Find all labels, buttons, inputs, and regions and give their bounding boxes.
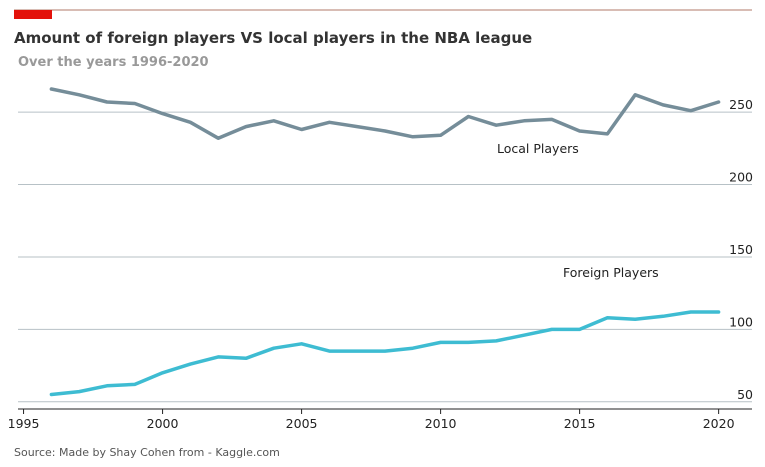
series-lines [49,87,721,397]
series-line-foreign [49,310,721,397]
series-line-local [49,87,721,140]
series-label-foreign: Foreign Players [563,265,659,280]
x-tick-label-1995: 1995 [8,416,40,431]
accent-tag [14,10,52,19]
x-tick-label-2020: 2020 [703,416,735,431]
y-tick-label-50: 50 [737,387,753,402]
y-tick-label-150: 150 [729,242,753,257]
source-note: Source: Made by Shay Cohen from - Kaggle… [14,446,280,459]
gridlines [18,111,752,403]
x-tick-label-2015: 2015 [564,416,596,431]
y-tick-labels: 50 100 150 200 250 [729,97,753,402]
series-label-local: Local Players [497,141,579,156]
chart-title: Amount of foreign players VS local playe… [14,29,532,47]
y-tick-label-200: 200 [729,170,753,185]
chart-subtitle: Over the years 1996-2020 [18,55,209,70]
x-tick-label-2010: 2010 [425,416,457,431]
x-ticks: 1995 2000 2005 2010 2015 2020 [8,409,735,431]
x-tick-label-2000: 2000 [147,416,179,431]
y-tick-label-250: 250 [729,97,753,112]
x-tick-label-2005: 2005 [286,416,318,431]
y-tick-label-100: 100 [729,314,753,329]
